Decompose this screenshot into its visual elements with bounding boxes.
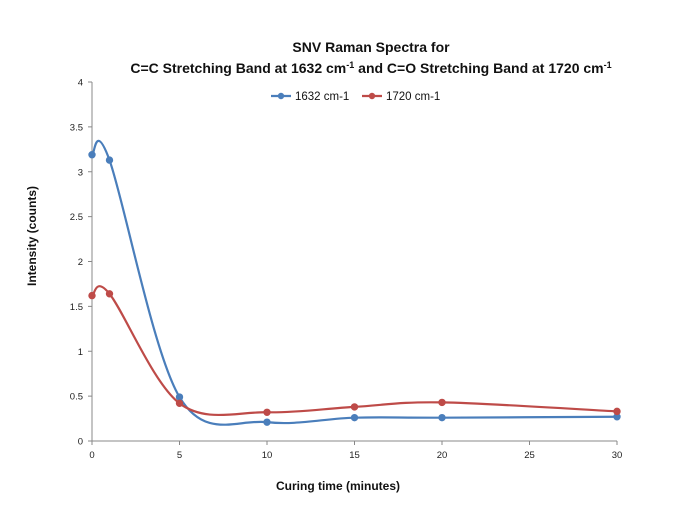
legend-label: 1720 cm-1 — [386, 91, 440, 103]
y-ticks: 0 0.5 1 1.5 2 2.5 3 3.5 4 — [70, 78, 92, 448]
series-1 — [88, 139, 621, 426]
data-point — [438, 413, 446, 422]
legend-swatch-marker — [277, 92, 285, 100]
x-tick-label: 30 — [612, 450, 623, 461]
series-line — [91, 285, 618, 417]
legend-label: 1632 cm-1 — [295, 91, 349, 103]
x-tick-label: 10 — [262, 450, 273, 461]
y-tick-label: 3.5 — [70, 122, 83, 133]
data-point — [105, 290, 114, 298]
data-point — [175, 399, 184, 408]
chart-title: SNV Raman Spectra for C=C Stretching Ban… — [130, 39, 611, 76]
data-point — [613, 407, 621, 416]
legend-swatch-marker — [368, 92, 376, 100]
y-tick-label: 4 — [78, 78, 83, 89]
data-point — [88, 291, 96, 300]
y-tick-label: 1 — [78, 347, 83, 358]
legend-item: 1632 cm-1 — [271, 91, 349, 103]
x-tick-label: 5 — [177, 450, 182, 461]
data-point — [175, 393, 184, 401]
series-line — [90, 139, 618, 426]
chart-title-line1: SNV Raman Spectra for — [292, 39, 450, 55]
x-tick-label: 15 — [349, 450, 360, 461]
y-tick-label: 2.5 — [70, 212, 83, 223]
data-point — [263, 408, 271, 416]
x-axis-title: Curing time (minutes) — [276, 479, 400, 493]
y-tick-label: 3 — [78, 167, 83, 178]
y-tick-label: 0.5 — [70, 392, 83, 403]
data-point — [105, 156, 114, 164]
data-point — [350, 413, 359, 422]
legend: 1632 cm-1 1720 cm-1 — [271, 91, 440, 103]
chart-title-line2: C=C Stretching Band at 1632 cm-1 and C=O… — [130, 60, 611, 76]
data-point — [88, 150, 96, 159]
data-point — [438, 398, 446, 407]
series-2 — [88, 285, 621, 417]
y-tick-label: 0 — [78, 437, 83, 448]
x-tick-label: 20 — [437, 450, 448, 461]
x-ticks: 0 5 10 15 20 25 30 — [89, 441, 622, 461]
y-tick-label: 2 — [78, 257, 83, 268]
x-tick-label: 0 — [89, 450, 94, 461]
legend-item: 1720 cm-1 — [362, 91, 440, 103]
x-tick-label: 25 — [524, 450, 535, 461]
data-point — [350, 403, 359, 411]
data-point — [263, 418, 271, 426]
series-layer — [88, 139, 621, 426]
y-tick-label: 1.5 — [70, 302, 83, 313]
plot-area: 0 0.5 1 1.5 2 2.5 3 3.5 4 0 5 10 15 20 25 30 — [70, 78, 623, 462]
y-axis-title: Intensity (counts) — [25, 186, 39, 286]
